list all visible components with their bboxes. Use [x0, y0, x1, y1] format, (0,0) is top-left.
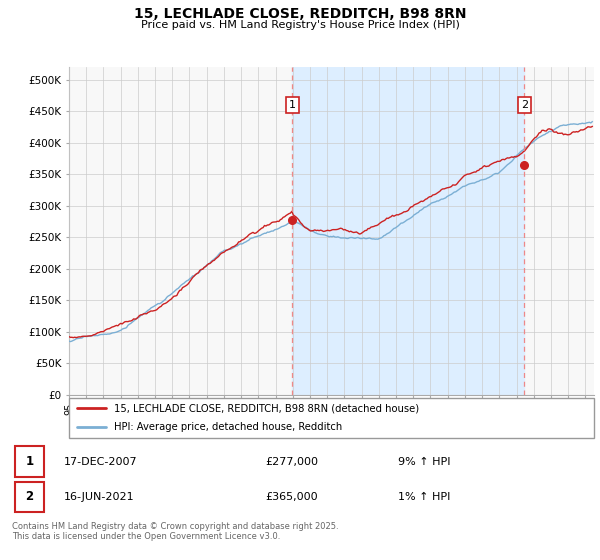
Text: £365,000: £365,000	[265, 492, 318, 502]
Text: 2: 2	[25, 491, 34, 503]
FancyBboxPatch shape	[15, 482, 44, 512]
Text: 1% ↑ HPI: 1% ↑ HPI	[398, 492, 450, 502]
Text: 9% ↑ HPI: 9% ↑ HPI	[398, 457, 451, 466]
Text: 16-JUN-2021: 16-JUN-2021	[64, 492, 134, 502]
Text: 15, LECHLADE CLOSE, REDDITCH, B98 8RN (detached house): 15, LECHLADE CLOSE, REDDITCH, B98 8RN (d…	[113, 403, 419, 413]
Text: £277,000: £277,000	[265, 457, 319, 466]
Text: 1: 1	[25, 455, 34, 468]
Text: 15, LECHLADE CLOSE, REDDITCH, B98 8RN: 15, LECHLADE CLOSE, REDDITCH, B98 8RN	[134, 7, 466, 21]
FancyBboxPatch shape	[69, 398, 594, 438]
Text: 17-DEC-2007: 17-DEC-2007	[64, 457, 137, 466]
FancyBboxPatch shape	[15, 446, 44, 477]
Text: 1: 1	[289, 100, 296, 110]
Text: Price paid vs. HM Land Registry's House Price Index (HPI): Price paid vs. HM Land Registry's House …	[140, 20, 460, 30]
Text: Contains HM Land Registry data © Crown copyright and database right 2025.
This d: Contains HM Land Registry data © Crown c…	[12, 522, 338, 542]
Text: 2: 2	[521, 100, 528, 110]
Bar	[292, 67, 524, 395]
Text: HPI: Average price, detached house, Redditch: HPI: Average price, detached house, Redd…	[113, 422, 342, 432]
